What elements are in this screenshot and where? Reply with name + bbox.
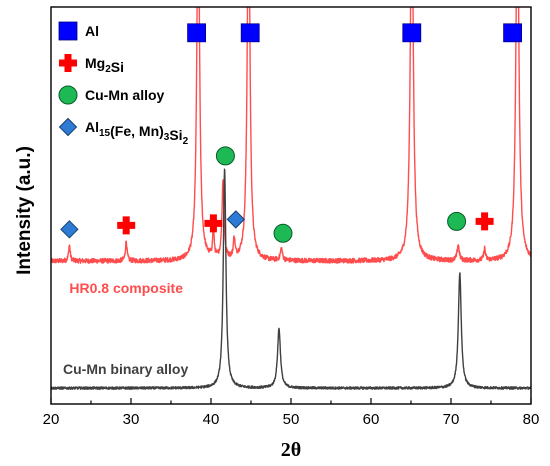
al-marker — [187, 23, 207, 43]
legend-alfemnsi-icon — [58, 117, 78, 137]
series-hr08-composite — [51, 7, 531, 264]
alfemnsi-marker — [60, 220, 79, 239]
cumn-marker — [273, 223, 293, 243]
legend-mg2si-label: Mg2Si — [85, 55, 124, 75]
legend-cumn-label: Cu-Mn alloy — [85, 87, 165, 103]
al-marker — [240, 23, 260, 43]
series-cumn-binary-alloy — [51, 168, 531, 390]
legend-mg2si-icon — [59, 54, 77, 72]
al-marker — [402, 23, 422, 43]
x-tick-label: 30 — [123, 411, 140, 428]
mg2si-marker — [117, 216, 136, 235]
al-marker — [503, 23, 523, 43]
x-axis-title: 2θ — [281, 439, 301, 461]
series-hr08-composite-label: HR0.8 composite — [69, 280, 183, 296]
marker-layer — [60, 23, 523, 243]
x-tick-label: 20 — [43, 411, 60, 428]
mg2si-marker — [204, 214, 223, 233]
legend-alfemnsi-label: Al15(Fe, Mn)3Si2 — [85, 119, 189, 147]
alfemnsi-marker — [226, 210, 246, 229]
mg2si-marker — [475, 212, 494, 231]
x-tick-label: 50 — [283, 411, 300, 428]
cumn-marker — [447, 211, 467, 231]
legend: Al Mg2Si Cu-Mn alloy Al15(Fe, Mn)3Si2 — [58, 21, 189, 147]
series-label-layer: HR0.8 composite Cu-Mn binary alloy — [63, 280, 188, 377]
legend-al-label: Al — [85, 23, 99, 39]
legend-al-icon — [58, 21, 78, 41]
x-axis-ticks: 20 30 40 50 60 70 80 — [43, 398, 540, 428]
series-layer — [51, 7, 531, 390]
legend-cumn-icon — [58, 85, 78, 105]
x-tick-label: 40 — [203, 411, 220, 428]
y-axis-title: Intensity (a.u.) — [14, 146, 35, 275]
x-tick-label: 60 — [363, 411, 380, 428]
x-tick-label: 70 — [443, 411, 460, 428]
cumn-marker — [215, 146, 235, 166]
series-cumn-binary-alloy-label: Cu-Mn binary alloy — [63, 361, 188, 377]
plot-area — [51, 7, 531, 390]
x-tick-label: 80 — [523, 411, 540, 428]
